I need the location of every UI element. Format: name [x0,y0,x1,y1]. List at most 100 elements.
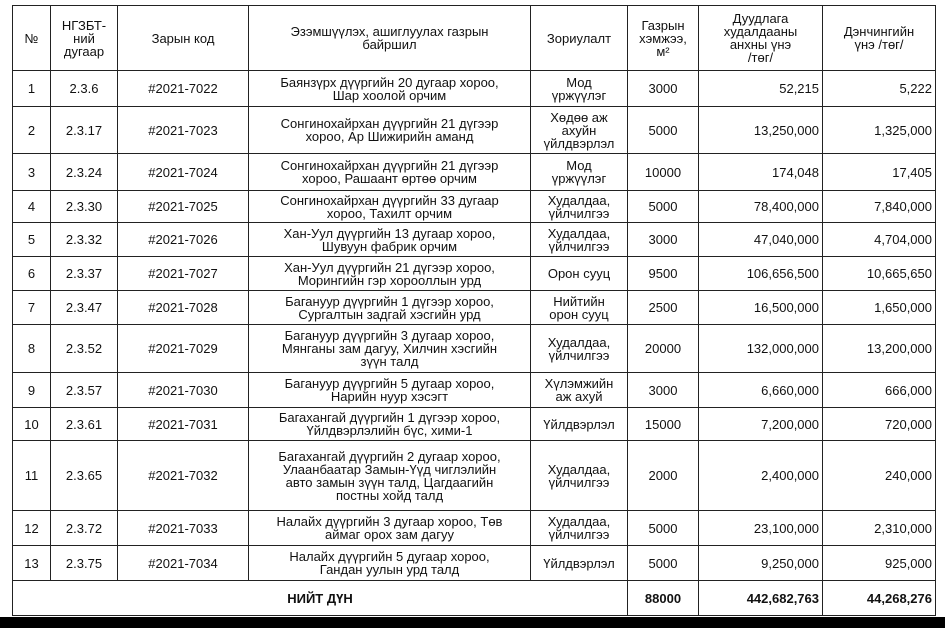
table-cell: Хөдөө аж ахуйн үйлдвэрлэл [530,106,628,154]
table-cell: 2.3.72 [50,510,118,546]
table-cell: Сонгинохайрхан дүүргийн 33 дугаар хороо,… [248,190,531,223]
table-cell: 3000 [627,70,699,107]
table-cell: #2021-7026 [117,222,249,257]
total-cell: 88000 [627,580,699,616]
table-row: 3 2.3.24 #2021-7024 Сонгинохайрхан дүүргийн… [12,153,936,191]
table-cell: 2.3.57 [50,372,118,408]
table-cell: 9500 [627,256,699,291]
table-cell: Багахангай дүүргийн 1 дүгээр хороо, Үйлд… [248,407,531,441]
table-row: 13 2.3.75 #2021-7034 Налайх дүүргийн 5 дуга… [12,545,936,581]
table-cell: 2.3.61 [50,407,118,441]
table-cell: 2.3.65 [50,440,118,511]
table-cell: Хан-Уул дүүргийн 21 дүгээр хороо, Моринг… [248,256,531,291]
table-cell: Хан-Уул дүүргийн 13 дугаар хороо, Шувуун… [248,222,531,257]
table-cell: #2021-7034 [117,545,249,581]
table-cell: 12 [12,510,51,546]
table-cell: 2.3.75 [50,545,118,581]
header-cell: Дуудлага худалдааны анхны үнэ /төг/ [698,5,823,71]
table-cell: Багануур дүүргийн 3 дугаар хороо, Мянган… [248,324,531,373]
table-cell: 2.3.24 [50,153,118,191]
table-cell: 9 [12,372,51,408]
table-cell: #2021-7030 [117,372,249,408]
table-cell: 6 [12,256,51,291]
table-cell: #2021-7028 [117,290,249,325]
table-cell: Мод үржүүлэг [530,70,628,107]
table-cell: 4,704,000 [822,222,936,257]
table-cell: 47,040,000 [698,222,823,257]
table-cell: 925,000 [822,545,936,581]
table-cell: #2021-7027 [117,256,249,291]
table-cell: Худалдаа, үйлчилгээ [530,510,628,546]
header-cell: Зориулалт [530,5,628,71]
table-cell: 10 [12,407,51,441]
total-cell: НИЙТ ДҮН [12,580,628,616]
table-cell: 6,660,000 [698,372,823,408]
table-cell: Сонгинохайрхан дүүргийн 21 дүгээр хороо,… [248,153,531,191]
total-row: НИЙТ ДҮН 88000 442,682,763 44,268,276 [12,580,936,616]
table-cell: 3000 [627,372,699,408]
table-cell: 2.3.6 [50,70,118,107]
table-cell: Сонгинохайрхан дүүргийн 21 дүгээр хороо,… [248,106,531,154]
table-cell: 1,650,000 [822,290,936,325]
table-cell: #2021-7032 [117,440,249,511]
table-cell: 2.3.52 [50,324,118,373]
table-cell: Орон сууц [530,256,628,291]
table-cell: Худалдаа, үйлчилгээ [530,324,628,373]
table-cell: 13 [12,545,51,581]
table-cell: 23,100,000 [698,510,823,546]
table-cell: 1 [12,70,51,107]
table-cell: 52,215 [698,70,823,107]
table-cell: 666,000 [822,372,936,408]
table-cell: #2021-7025 [117,190,249,223]
table-cell: 13,200,000 [822,324,936,373]
table-row: 8 2.3.52 #2021-7029 Багануур дүүргийн 3 дуг… [12,324,936,373]
table-cell: 2 [12,106,51,154]
table-wrap: № НГЗБТ- ний дугаар Зарын код Эзэмшүүлэх, а… [12,5,936,616]
table-cell: 5000 [627,510,699,546]
total-cell: 44,268,276 [822,580,936,616]
table-cell: 7 [12,290,51,325]
table-cell: 132,000,000 [698,324,823,373]
table-cell: 2.3.30 [50,190,118,223]
table-row: 7 2.3.47 #2021-7028 Багануур дүүргийн 1 дүг… [12,290,936,325]
header-cell: № [12,5,51,71]
table-row: 4 2.3.30 #2021-7025 Сонгинохайрхан дүүргийн… [12,190,936,223]
table-cell: 16,500,000 [698,290,823,325]
table-row: 5 2.3.32 #2021-7026 Хан-Уул дүүргийн 13 дуг… [12,222,936,257]
table-cell: 9,250,000 [698,545,823,581]
table-cell: 2,400,000 [698,440,823,511]
table-cell: 2,310,000 [822,510,936,546]
table-row: 1 2.3.6 #2021-7022 Баянзүрх дүүргийн 20 дуг… [12,70,936,107]
table-row: 12 2.3.72 #2021-7033 Налайх дүүргийн 3 дуга… [12,510,936,546]
table-cell: #2021-7023 [117,106,249,154]
header-cell: НГЗБТ- ний дугаар [50,5,118,71]
table-cell: 2500 [627,290,699,325]
table-cell: 7,200,000 [698,407,823,441]
table-cell: Налайх дүүргийн 5 дугаар хороо, Гандан у… [248,545,531,581]
table-row: 10 2.3.61 #2021-7031 Багахангай дүүргийн 1 … [12,407,936,441]
table-cell: Нийтийн орон сууц [530,290,628,325]
table-cell: #2021-7031 [117,407,249,441]
table-cell: Үйлдвэрлэл [530,545,628,581]
table-cell: Худалдаа, үйлчилгээ [530,222,628,257]
table-cell: 174,048 [698,153,823,191]
header-cell: Эзэмшүүлэх, ашиглуулах газрын байршил [248,5,531,71]
table-cell: 10000 [627,153,699,191]
table-cell: 2.3.47 [50,290,118,325]
table-cell: 17,405 [822,153,936,191]
table-cell: 10,665,650 [822,256,936,291]
table-cell: #2021-7024 [117,153,249,191]
table-cell: 2.3.17 [50,106,118,154]
table-cell: 15000 [627,407,699,441]
table-cell: 106,656,500 [698,256,823,291]
table-cell: 20000 [627,324,699,373]
table-row: 11 2.3.65 #2021-7032 Багахангай дүүргийн 2 … [12,440,936,511]
table-cell: Багахангай дүүргийн 2 дугаар хороо, Улаа… [248,440,531,511]
table-cell: #2021-7029 [117,324,249,373]
table-cell: #2021-7022 [117,70,249,107]
table-cell: 78,400,000 [698,190,823,223]
table-cell: 2000 [627,440,699,511]
table-cell: 240,000 [822,440,936,511]
table-cell: 11 [12,440,51,511]
